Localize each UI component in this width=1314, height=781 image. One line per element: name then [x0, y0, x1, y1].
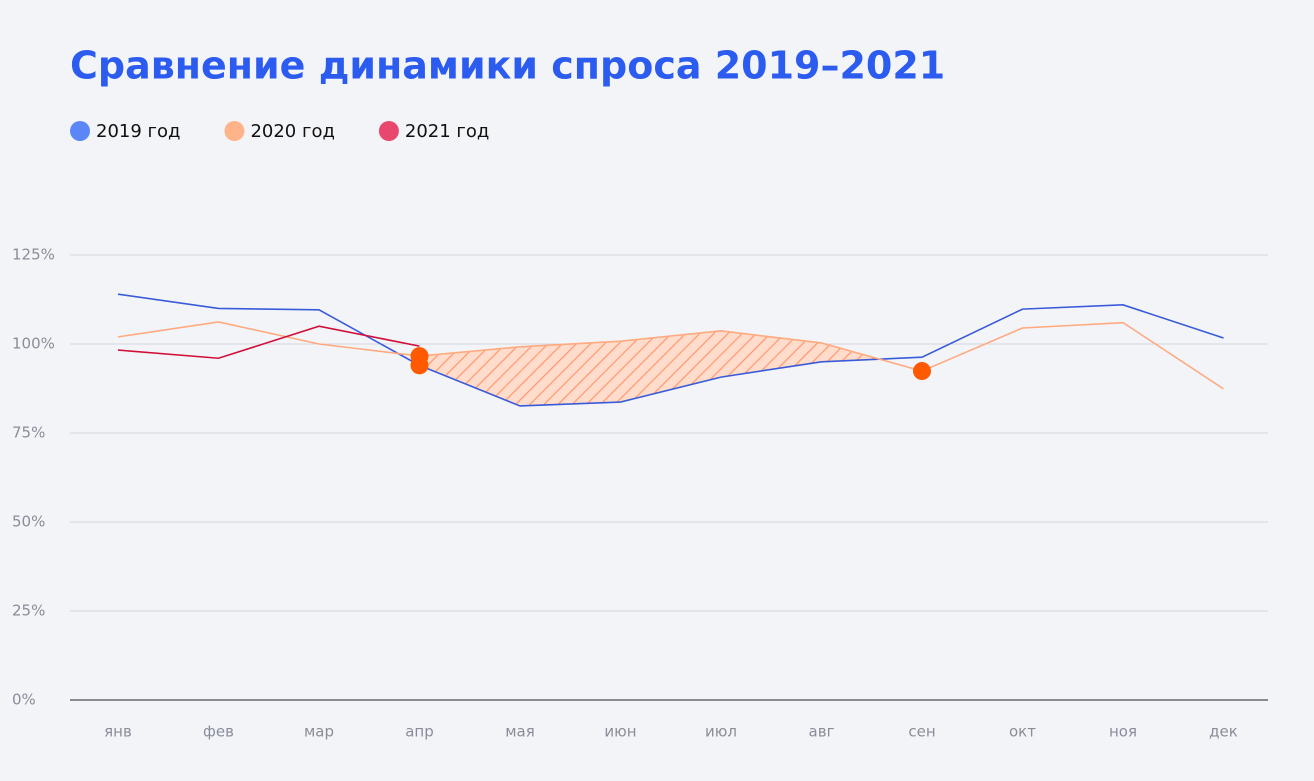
y-tick-label: 0% [12, 691, 36, 709]
x-tick-label: дек [1209, 723, 1238, 741]
series-line [117, 321, 1224, 390]
y-tick-label: 75% [12, 424, 45, 442]
highlight-area [419, 330, 880, 406]
series-line [117, 293, 1224, 407]
highlight-marker [410, 347, 429, 366]
y-tick-label: 50% [12, 513, 45, 531]
y-tick-label: 25% [12, 602, 45, 620]
x-tick-label: июл [705, 723, 737, 741]
x-tick-label: сен [908, 723, 935, 741]
x-tick-label: фев [203, 723, 234, 741]
y-tick-label: 125% [12, 246, 55, 264]
highlight-marker [913, 362, 931, 381]
x-tick-label: апр [405, 723, 434, 741]
legend-label: 2021 год [405, 121, 489, 142]
x-tick-label: окт [1009, 723, 1036, 741]
x-tick-label: мая [505, 723, 535, 741]
legend-label: 2019 год [96, 121, 180, 142]
x-tick-label: июн [604, 723, 636, 741]
series-line [117, 325, 420, 360]
x-tick-label: янв [104, 723, 132, 741]
x-tick-label: мар [304, 723, 334, 741]
legend-swatch [224, 121, 245, 141]
x-tick-label: ноя [1109, 723, 1137, 741]
legend-swatch [378, 121, 399, 141]
x-tick-label: авг [809, 723, 835, 741]
y-tick-label: 100% [12, 335, 55, 353]
chart-title: Сравнение динамики спроса 2019–2021 [70, 44, 945, 88]
legend-label: 2020 год [250, 121, 334, 142]
legend-swatch [70, 121, 90, 141]
